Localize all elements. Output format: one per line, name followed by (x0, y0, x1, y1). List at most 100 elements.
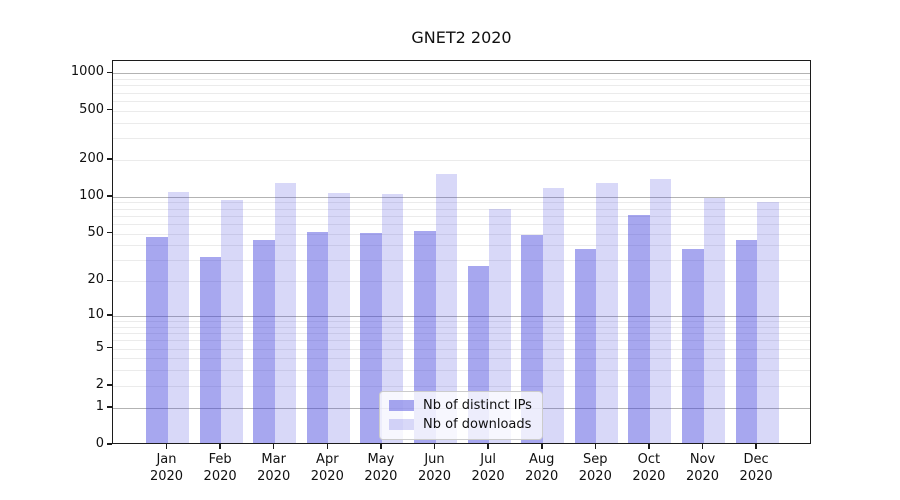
gridline-minor-90 (113, 202, 810, 204)
y-tick-label-200: 200 (79, 150, 104, 166)
x-tick-mark-nov (701, 444, 704, 449)
bar-downloads-jan (167, 191, 189, 443)
y-tick-label-20: 20 (87, 272, 104, 288)
gridline-minor-200 (113, 159, 810, 161)
x-tick-label-jul: Jul 2020 (471, 452, 505, 484)
x-tick-label-apr: Apr 2020 (310, 452, 344, 484)
bar-downloads-sep (596, 182, 618, 443)
x-tick-label-jun: Jun 2020 (417, 452, 452, 484)
bar-ips-may (360, 232, 382, 443)
x-tick-label-nov: Nov 2020 (685, 452, 720, 484)
x-tick-label-mar: Mar 2020 (257, 452, 291, 484)
gridline-minor-900 (113, 79, 810, 81)
gridline-minor-20 (113, 281, 810, 283)
gridline-minor-30 (113, 260, 810, 262)
y-tick-mark-500 (107, 108, 112, 111)
x-tick-label-jan: Jan 2020 (149, 452, 184, 484)
y-tick-label-500: 500 (79, 101, 104, 117)
bar-ips-sep (574, 248, 597, 443)
bar-ips-aug (521, 234, 543, 443)
gridline-minor-300 (113, 138, 810, 139)
y-tick-mark-1000 (107, 71, 112, 74)
y-tick-label-0: 0 (95, 436, 104, 451)
y-tick-label-50: 50 (87, 224, 104, 240)
y-tick-mark-2 (107, 384, 112, 386)
bar-ips-nov (682, 248, 704, 443)
x-tick-label-oct: Oct 2020 (632, 452, 666, 484)
y-tick-mark-200 (107, 158, 112, 160)
x-tick-mark-jun (433, 444, 436, 449)
bar-ips-apr (306, 231, 329, 443)
gridline-minor-80 (113, 208, 810, 210)
bar-downloads-oct (649, 178, 672, 443)
bar-downloads-apr (328, 193, 350, 443)
legend-item-distinct-ips: Nb of distinct IPs (389, 398, 532, 413)
x-tick-label-may: May 2020 (364, 452, 398, 484)
gridline-minor-70 (113, 215, 810, 217)
gridline-minor-9 (113, 321, 810, 323)
gridline-minor-600 (113, 100, 810, 102)
x-tick-label-sep: Sep 2020 (578, 452, 612, 484)
legend-swatch-downloads (389, 419, 414, 430)
y-tick-label-10: 10 (87, 307, 104, 322)
x-tick-mark-feb (219, 444, 221, 449)
x-tick-mark-apr (326, 444, 329, 449)
bar-downloads-feb (221, 200, 243, 443)
gridline-minor-40 (113, 245, 810, 247)
x-tick-mark-jul (487, 444, 489, 449)
y-tick-mark-1 (107, 406, 112, 408)
plot-area (112, 60, 811, 444)
bar-ips-dec (735, 239, 758, 443)
bar-downloads-may (381, 194, 404, 443)
y-tick-mark-100 (107, 195, 112, 197)
gridline-minor-4 (113, 358, 810, 360)
gridline-minor-5 (113, 348, 810, 350)
gridline-minor-2 (113, 385, 810, 387)
x-tick-label-dec: Dec 2020 (739, 452, 773, 484)
chart-title: GNET2 2020 (411, 28, 512, 47)
bar-downloads-nov (703, 198, 725, 443)
gridline-minor-800 (113, 85, 810, 87)
legend-swatch-distinct-ips (389, 400, 414, 411)
gridline-major-100 (113, 196, 810, 198)
x-tick-mark-mar (272, 444, 275, 449)
y-tick-label-5: 5 (95, 339, 104, 355)
gridline-major-1000 (113, 73, 810, 75)
bar-ips-oct (628, 214, 650, 443)
bar-downloads-jun (435, 173, 457, 443)
x-tick-label-aug: Aug 2020 (525, 452, 559, 484)
y-tick-mark-50 (107, 231, 112, 234)
bar-downloads-aug (542, 188, 565, 443)
x-tick-mark-oct (648, 444, 650, 449)
y-tick-label-1000: 1000 (70, 64, 104, 80)
y-tick-label-100: 100 (79, 187, 104, 203)
gridline-minor-700 (113, 92, 810, 94)
gridline-minor-60 (113, 223, 810, 225)
bar-ips-feb (199, 256, 222, 443)
gridline-minor-8 (113, 326, 810, 328)
bar-ips-mar (253, 239, 275, 443)
gridline-minor-400 (113, 122, 810, 124)
gridline-minor-500 (113, 110, 810, 112)
bar-downloads-dec (757, 201, 779, 443)
legend-label-distinct-ips: Nb of distinct IPs (423, 398, 532, 413)
y-tick-label-2: 2 (95, 376, 104, 392)
x-tick-mark-sep (594, 444, 596, 449)
legend-label-downloads: Nb of downloads (423, 417, 532, 432)
bar-downloads-mar (274, 182, 297, 443)
x-tick-mark-aug (541, 444, 543, 449)
gridline-minor-50 (113, 233, 810, 235)
y-tick-mark-20 (107, 279, 112, 281)
gridline-major-10 (113, 316, 810, 317)
bar-downloads-jul (489, 209, 511, 443)
x-tick-mark-jan (165, 444, 168, 449)
gridline-minor-3 (113, 370, 810, 372)
legend: Nb of distinct IPs Nb of downloads (379, 391, 543, 440)
bar-ips-jun (414, 230, 436, 443)
legend-item-downloads: Nb of downloads (389, 417, 532, 432)
x-tick-mark-may (380, 444, 382, 449)
gridline-minor-7 (113, 333, 810, 335)
y-tick-mark-0 (107, 443, 112, 445)
y-tick-label-1: 1 (95, 398, 104, 414)
